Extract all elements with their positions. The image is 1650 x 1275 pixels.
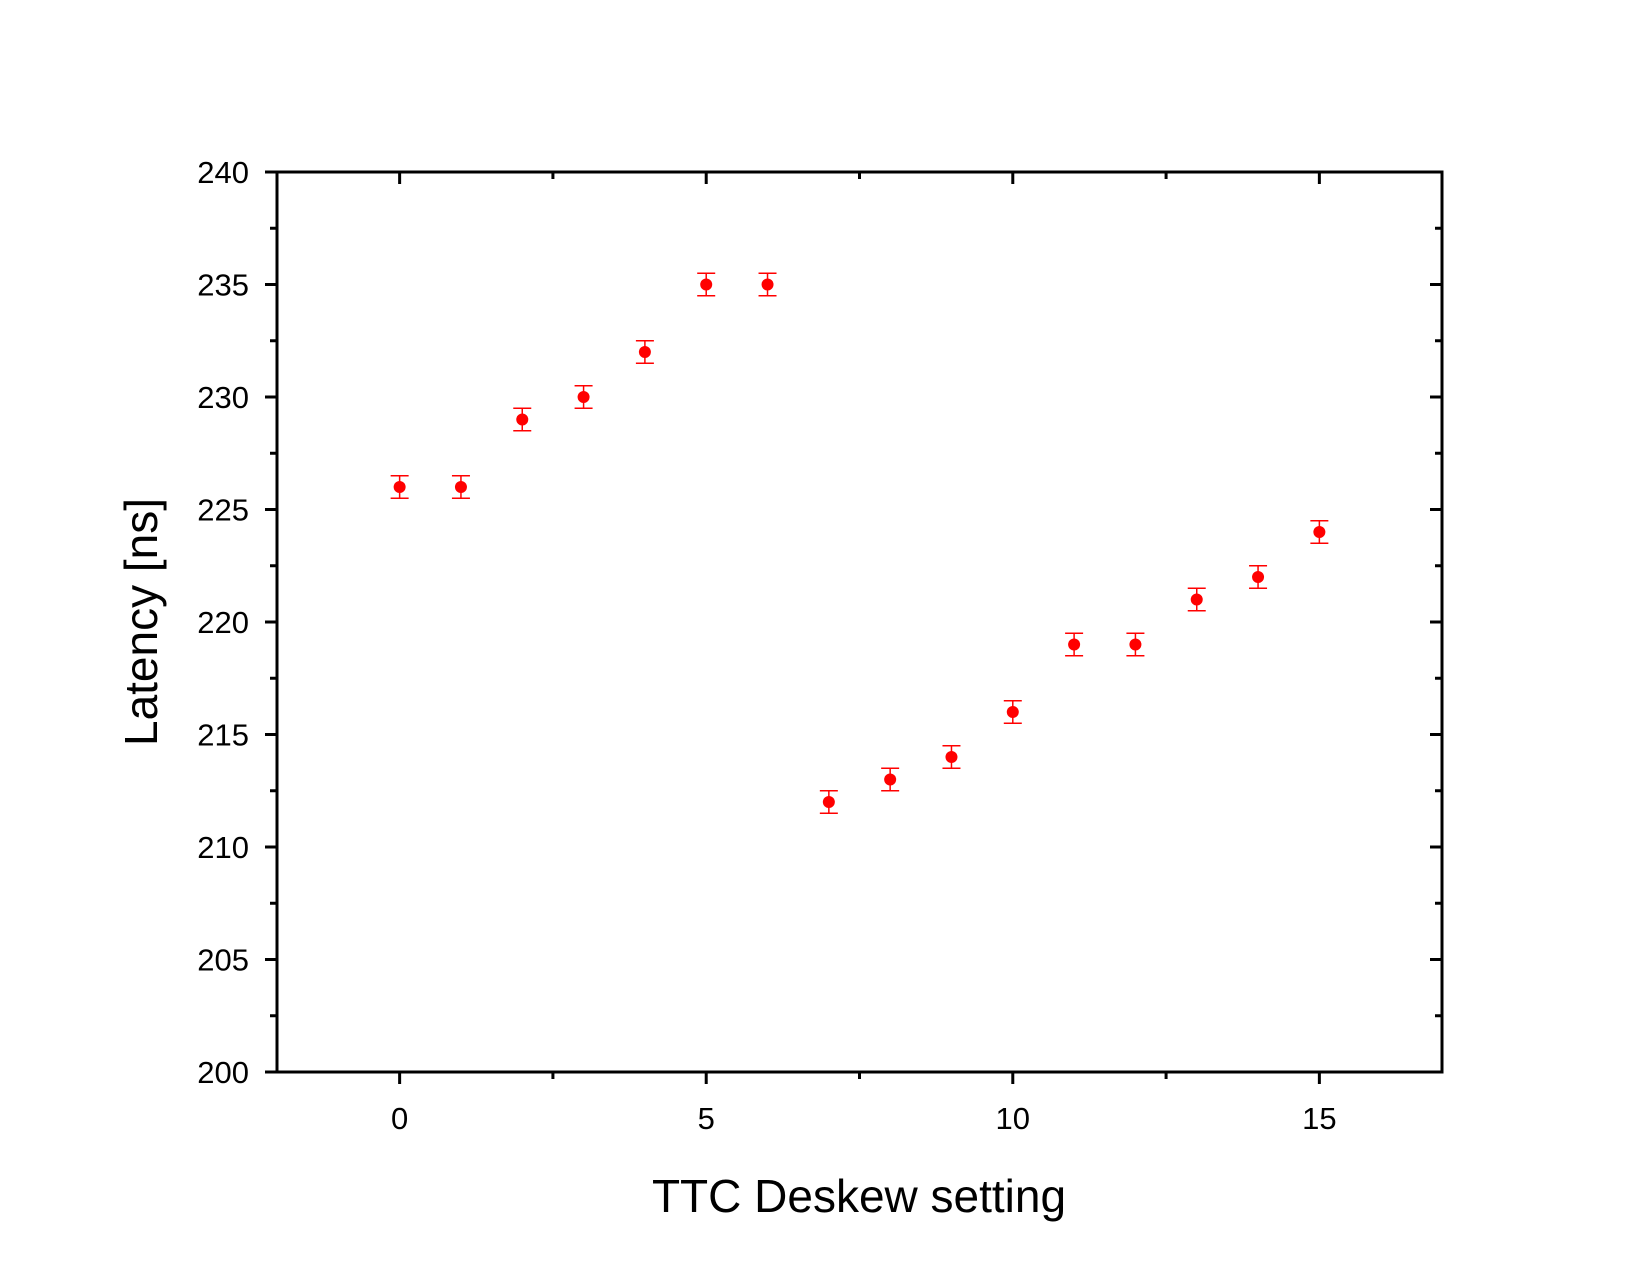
axis-tick-labels: 0 5 10 15 200 205 210 215 220 225 230 235 240: [197, 155, 1336, 1136]
x-axis-title: TTC Deskew setting: [652, 1170, 1066, 1222]
y-tick-label: 210: [197, 830, 249, 865]
data-point: [1006, 706, 1019, 718]
data-point: [884, 773, 897, 786]
y-tick-label: 235: [197, 268, 249, 303]
data-points: [390, 272, 1329, 814]
data-point-group: [881, 767, 900, 792]
y-tick-label: 230: [197, 380, 249, 415]
y-tick-label: 220: [197, 605, 249, 640]
data-point-group: [574, 385, 593, 409]
data-point: [393, 481, 406, 493]
data-point: [638, 346, 651, 358]
data-point: [1313, 526, 1326, 538]
y-tick-label: 225: [197, 493, 249, 528]
data-point-group: [1065, 632, 1084, 657]
y-tick-label: 240: [197, 155, 249, 190]
y-tick-label: 205: [197, 943, 249, 978]
data-point-group: [635, 340, 654, 364]
data-point: [700, 278, 713, 291]
data-point-group: [697, 272, 716, 297]
data-point-group: [390, 475, 409, 499]
x-tick-label: 5: [698, 1101, 715, 1136]
x-tick-label: 15: [1302, 1101, 1336, 1136]
data-point: [1068, 638, 1081, 651]
data-point-group: [1187, 587, 1206, 612]
y-tick-label: 200: [197, 1055, 249, 1090]
data-point-group: [1249, 565, 1268, 589]
y-tick-label: 215: [197, 718, 249, 753]
data-point-group: [1310, 520, 1329, 544]
data-point: [516, 413, 529, 426]
x-tick-label: 10: [996, 1101, 1030, 1136]
data-point-group: [758, 272, 777, 297]
data-point: [822, 796, 835, 808]
data-point-group: [1003, 700, 1022, 724]
data-point-group: [451, 475, 470, 499]
data-point-group: [1126, 632, 1145, 657]
data-point-group: [819, 790, 838, 814]
axis-ticks: [265, 170, 1442, 1084]
data-point: [454, 481, 467, 493]
data-point: [1190, 593, 1203, 606]
data-point: [1129, 638, 1142, 651]
data-point: [577, 391, 590, 403]
y-axis-title: Latency [ns]: [115, 498, 167, 746]
data-point: [945, 751, 958, 763]
data-point: [1252, 571, 1265, 583]
data-point-group: [942, 745, 961, 769]
x-tick-label: 0: [391, 1101, 408, 1136]
plot-frame: [275, 170, 1444, 1074]
data-point: [761, 278, 774, 291]
data-point-group: [513, 407, 532, 432]
